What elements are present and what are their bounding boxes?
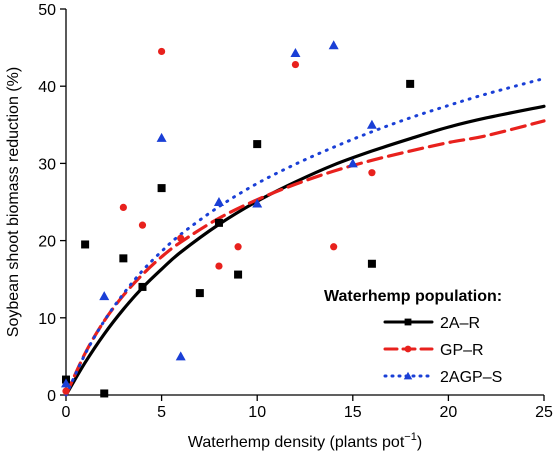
y-tick-label: 0 <box>47 388 56 405</box>
data-point-series-3 <box>252 198 263 208</box>
data-point-series-1 <box>119 254 128 263</box>
data-point-series-3 <box>290 48 301 58</box>
x-tick-label: 15 <box>344 404 362 421</box>
x-axis-label: Waterhemp density (plants pot−1) <box>188 431 422 451</box>
fit-curve-2 <box>64 119 546 397</box>
legend-swatch-marker <box>404 345 412 353</box>
x-axis-label-main: Waterhemp density (plants pot <box>188 434 405 451</box>
data-point-series-2 <box>368 169 376 177</box>
data-point-series-2 <box>119 203 127 212</box>
y-axis-label: Soybean shoot biomass reduction (%) <box>5 67 22 337</box>
legend-title: Waterhemp population: <box>324 288 502 305</box>
legend-entry-2: GP–R <box>383 342 484 359</box>
data-point-series-3 <box>156 132 167 142</box>
legend-swatch-marker <box>403 371 413 380</box>
axes <box>65 9 544 396</box>
y-tick-label: 20 <box>38 234 56 251</box>
x-tick-label: 10 <box>248 404 266 421</box>
legend: Waterhemp population: 2A–R GP–R 2AGP–S <box>324 288 502 386</box>
data-point-series-1 <box>81 240 90 249</box>
data-point-series-3 <box>328 40 339 50</box>
data-point-series-2 <box>177 234 185 242</box>
x-tick-label: 25 <box>535 404 553 421</box>
legend-entries: 2A–R GP–R 2AGP–S <box>383 315 502 386</box>
data-point-series-2 <box>330 243 338 251</box>
data-point-series-1 <box>195 289 204 298</box>
data-point-series-1 <box>406 79 415 88</box>
data-point-series-1 <box>100 389 109 398</box>
tick-marks: 0 5 10 15 20 25 0 10 20 30 40 50 <box>38 2 553 421</box>
x-tick-label: 0 <box>62 404 71 421</box>
data-point-series-3 <box>61 378 71 388</box>
x-tick-label: 5 <box>157 404 166 421</box>
x-axis-label-superscript: −1 <box>404 431 417 443</box>
data-point-series-3 <box>366 119 377 129</box>
legend-swatch-marker <box>404 318 412 326</box>
legend-entry-1: 2A–R <box>383 315 480 332</box>
data-point-series-1 <box>157 184 166 193</box>
y-tick-label: 10 <box>38 311 56 328</box>
data-point-series-2 <box>234 243 242 251</box>
data-point-series-1 <box>253 140 262 149</box>
x-tick-label: 20 <box>440 404 458 421</box>
legend-label: GP–R <box>440 342 484 359</box>
data-point-series-3 <box>175 351 186 361</box>
legend-label: 2A–R <box>440 315 480 332</box>
data-point-series-2 <box>291 60 300 69</box>
data-points <box>61 40 415 398</box>
data-point-series-2 <box>62 387 70 395</box>
data-point-series-1 <box>214 218 223 227</box>
fit-curves <box>64 76 546 397</box>
x-axis-label-close: ) <box>417 434 422 451</box>
data-point-series-1 <box>234 270 243 279</box>
data-point-series-2 <box>215 262 223 270</box>
fit-curve-1 <box>64 104 546 397</box>
data-point-series-1 <box>138 282 147 291</box>
y-tick-label: 50 <box>38 2 56 19</box>
y-tick-label: 40 <box>38 79 56 96</box>
data-point-series-2 <box>158 47 166 56</box>
y-tick-label: 30 <box>38 156 56 173</box>
data-point-series-3 <box>99 291 110 301</box>
data-point-series-2 <box>138 221 147 229</box>
data-point-series-3 <box>347 158 358 168</box>
data-point-series-3 <box>213 197 224 206</box>
data-point-series-1 <box>367 259 376 268</box>
legend-label: 2AGP–S <box>440 369 502 386</box>
legend-entry-3: 2AGP–S <box>383 369 502 386</box>
